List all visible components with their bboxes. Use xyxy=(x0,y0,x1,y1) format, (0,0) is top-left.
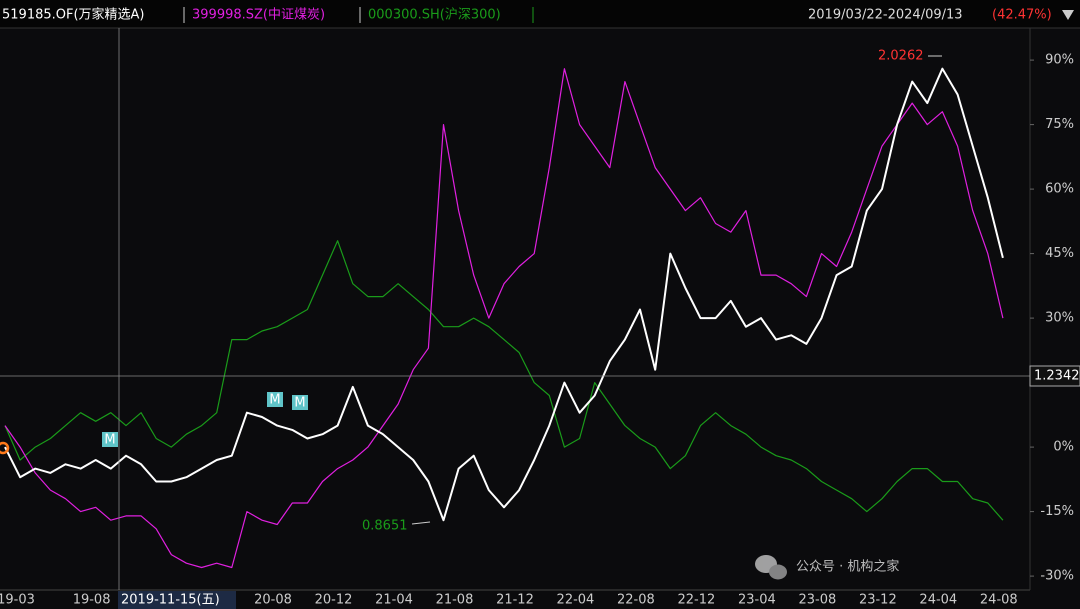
x-tick-label: 23-12 xyxy=(859,593,897,608)
y-tick-label: -15% xyxy=(1040,504,1074,519)
min-label: 0.8651 xyxy=(362,519,408,534)
plot-area: 90%75%60%45%30%15%0%-15%-30%19-0319-0820… xyxy=(0,53,1074,608)
start-marker xyxy=(0,441,10,455)
m-marker[interactable]: M xyxy=(267,392,283,408)
crosshair-value: 1.2342 xyxy=(1034,369,1080,384)
x-tick-label: 21-04 xyxy=(375,593,413,608)
y-tick-label: 45% xyxy=(1045,246,1074,261)
y-tick-label: 90% xyxy=(1045,53,1074,68)
y-tick-label: 60% xyxy=(1045,182,1074,197)
series-line xyxy=(4,240,1004,521)
series-line xyxy=(4,68,1004,569)
x-tick-label: 20-12 xyxy=(315,593,353,608)
m-marker-text: M xyxy=(269,393,280,408)
cursor-date-box xyxy=(118,591,236,609)
x-tick-label: 21-12 xyxy=(496,593,534,608)
m-marker[interactable]: M xyxy=(102,432,118,448)
m-marker[interactable]: M xyxy=(292,395,308,411)
y-tick-label: 75% xyxy=(1045,117,1074,132)
y-tick-label: 0% xyxy=(1053,440,1074,455)
legend-entry[interactable]: 000300.SH(沪深300) xyxy=(368,7,501,23)
m-marker-text: M xyxy=(294,396,305,411)
watermark-text: 公众号 · 机构之家 xyxy=(796,559,899,575)
watermark: 公众号 · 机构之家 xyxy=(755,555,899,580)
legend-entry[interactable]: 519185.OF(万家精选A) xyxy=(2,7,145,23)
x-tick-label: 22-08 xyxy=(617,593,655,608)
x-tick-label: 22-04 xyxy=(557,593,595,608)
legend-entry[interactable]: 399998.SZ(中证煤炭) xyxy=(192,8,325,23)
x-tick-label: 23-04 xyxy=(738,593,776,608)
cursor-date: 2019-11-15(五) xyxy=(121,593,220,608)
m-marker-text: M xyxy=(104,433,115,448)
max-label: 2.0262 xyxy=(878,49,924,64)
x-tick-label: 19-03 xyxy=(0,593,35,608)
header-bar xyxy=(0,0,1080,28)
x-tick-label: 24-04 xyxy=(919,593,957,608)
x-tick-label: 19-08 xyxy=(73,593,111,608)
x-tick-label: 22-12 xyxy=(678,593,716,608)
range-return: (42.47%) xyxy=(992,8,1052,23)
min-pointer xyxy=(411,521,431,525)
x-tick-label: 24-08 xyxy=(980,593,1018,608)
x-tick-label: 21-08 xyxy=(436,593,474,608)
y-tick-label: -30% xyxy=(1040,569,1074,584)
series-line xyxy=(4,67,1004,522)
date-range[interactable]: 2019/03/22-2024/09/13 xyxy=(808,8,963,23)
crosshair-value-box xyxy=(1029,365,1080,387)
x-tick-label: 23-08 xyxy=(798,593,836,608)
x-tick-label: 20-08 xyxy=(254,593,292,608)
y-tick-label: 30% xyxy=(1045,311,1074,326)
dropdown-icon[interactable] xyxy=(1062,10,1074,20)
